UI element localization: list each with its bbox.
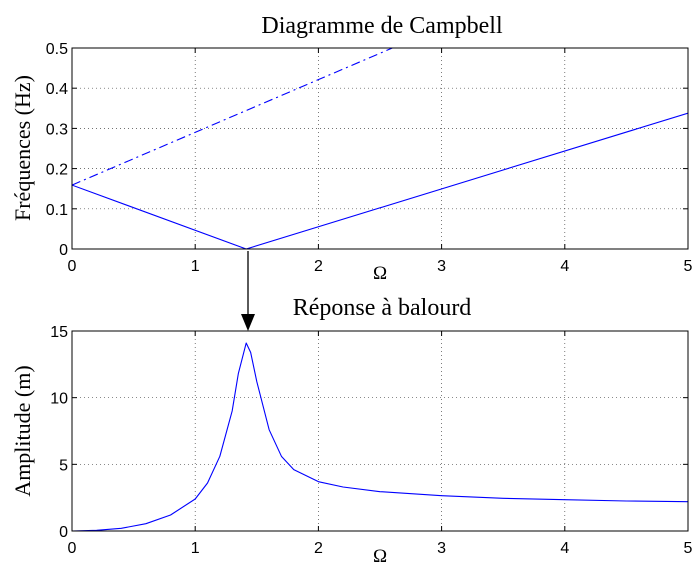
campbell-xtick-label-2: 2 <box>314 258 323 275</box>
campbell-grid <box>72 48 688 249</box>
critical-speed-arrow <box>241 251 255 331</box>
response-xtick-label-1: 1 <box>191 540 200 557</box>
response-ytick-label-3: 15 <box>50 324 68 341</box>
response-xtick-label-5: 5 <box>684 540 693 557</box>
campbell-xtick-label-3: 3 <box>437 258 446 275</box>
campbell-axes-box <box>71 47 689 250</box>
campbell-plot: Diagramme de Campbell Fréquences (Hz) Ω … <box>10 13 693 284</box>
response-series-0 <box>72 342 688 531</box>
response-ytick-label-1: 5 <box>59 457 68 474</box>
arrow-head <box>241 314 255 331</box>
campbell-ytick-label-5: 0.5 <box>46 41 68 58</box>
campbell-ytick-label-2: 0.2 <box>46 162 68 179</box>
campbell-ytick-label-4: 0.4 <box>46 81 68 98</box>
response-ylabel: Amplitude (m) <box>10 365 35 496</box>
response-xtick-label-0: 0 <box>68 540 77 557</box>
campbell-ytick-label-1: 0.1 <box>46 202 68 219</box>
campbell-xtick-label-5: 5 <box>684 258 693 275</box>
unbalance-response-plot: Réponse à balourd Amplitude (m) Ω 0 1 2 3 4 5… <box>10 295 693 565</box>
campbell-xtick-label-0: 0 <box>68 258 77 275</box>
response-xtick-label-2: 2 <box>314 540 323 557</box>
campbell-xtick-label-1: 1 <box>191 258 200 275</box>
response-title: Réponse à balourd <box>293 295 472 321</box>
campbell-xlabel: Ω <box>373 263 387 284</box>
response-ytick-label-2: 10 <box>50 391 68 408</box>
response-ytick-label-0: 0 <box>59 524 68 541</box>
campbell-title: Diagramme de Campbell <box>261 13 503 39</box>
campbell-series-0 <box>72 48 393 186</box>
response-grid <box>72 331 688 531</box>
response-xtick-label-3: 3 <box>437 540 446 557</box>
response-axes-box <box>71 330 689 532</box>
campbell-xtick-label-4: 4 <box>560 258 569 275</box>
campbell-series-1 <box>72 112 688 249</box>
campbell-ylabel: Fréquences (Hz) <box>10 75 35 221</box>
campbell-ytick-label-3: 0.3 <box>46 121 68 138</box>
campbell-ytick-label-0: 0 <box>59 242 68 259</box>
response-xtick-label-4: 4 <box>560 540 569 557</box>
response-xlabel: Ω <box>373 546 387 565</box>
